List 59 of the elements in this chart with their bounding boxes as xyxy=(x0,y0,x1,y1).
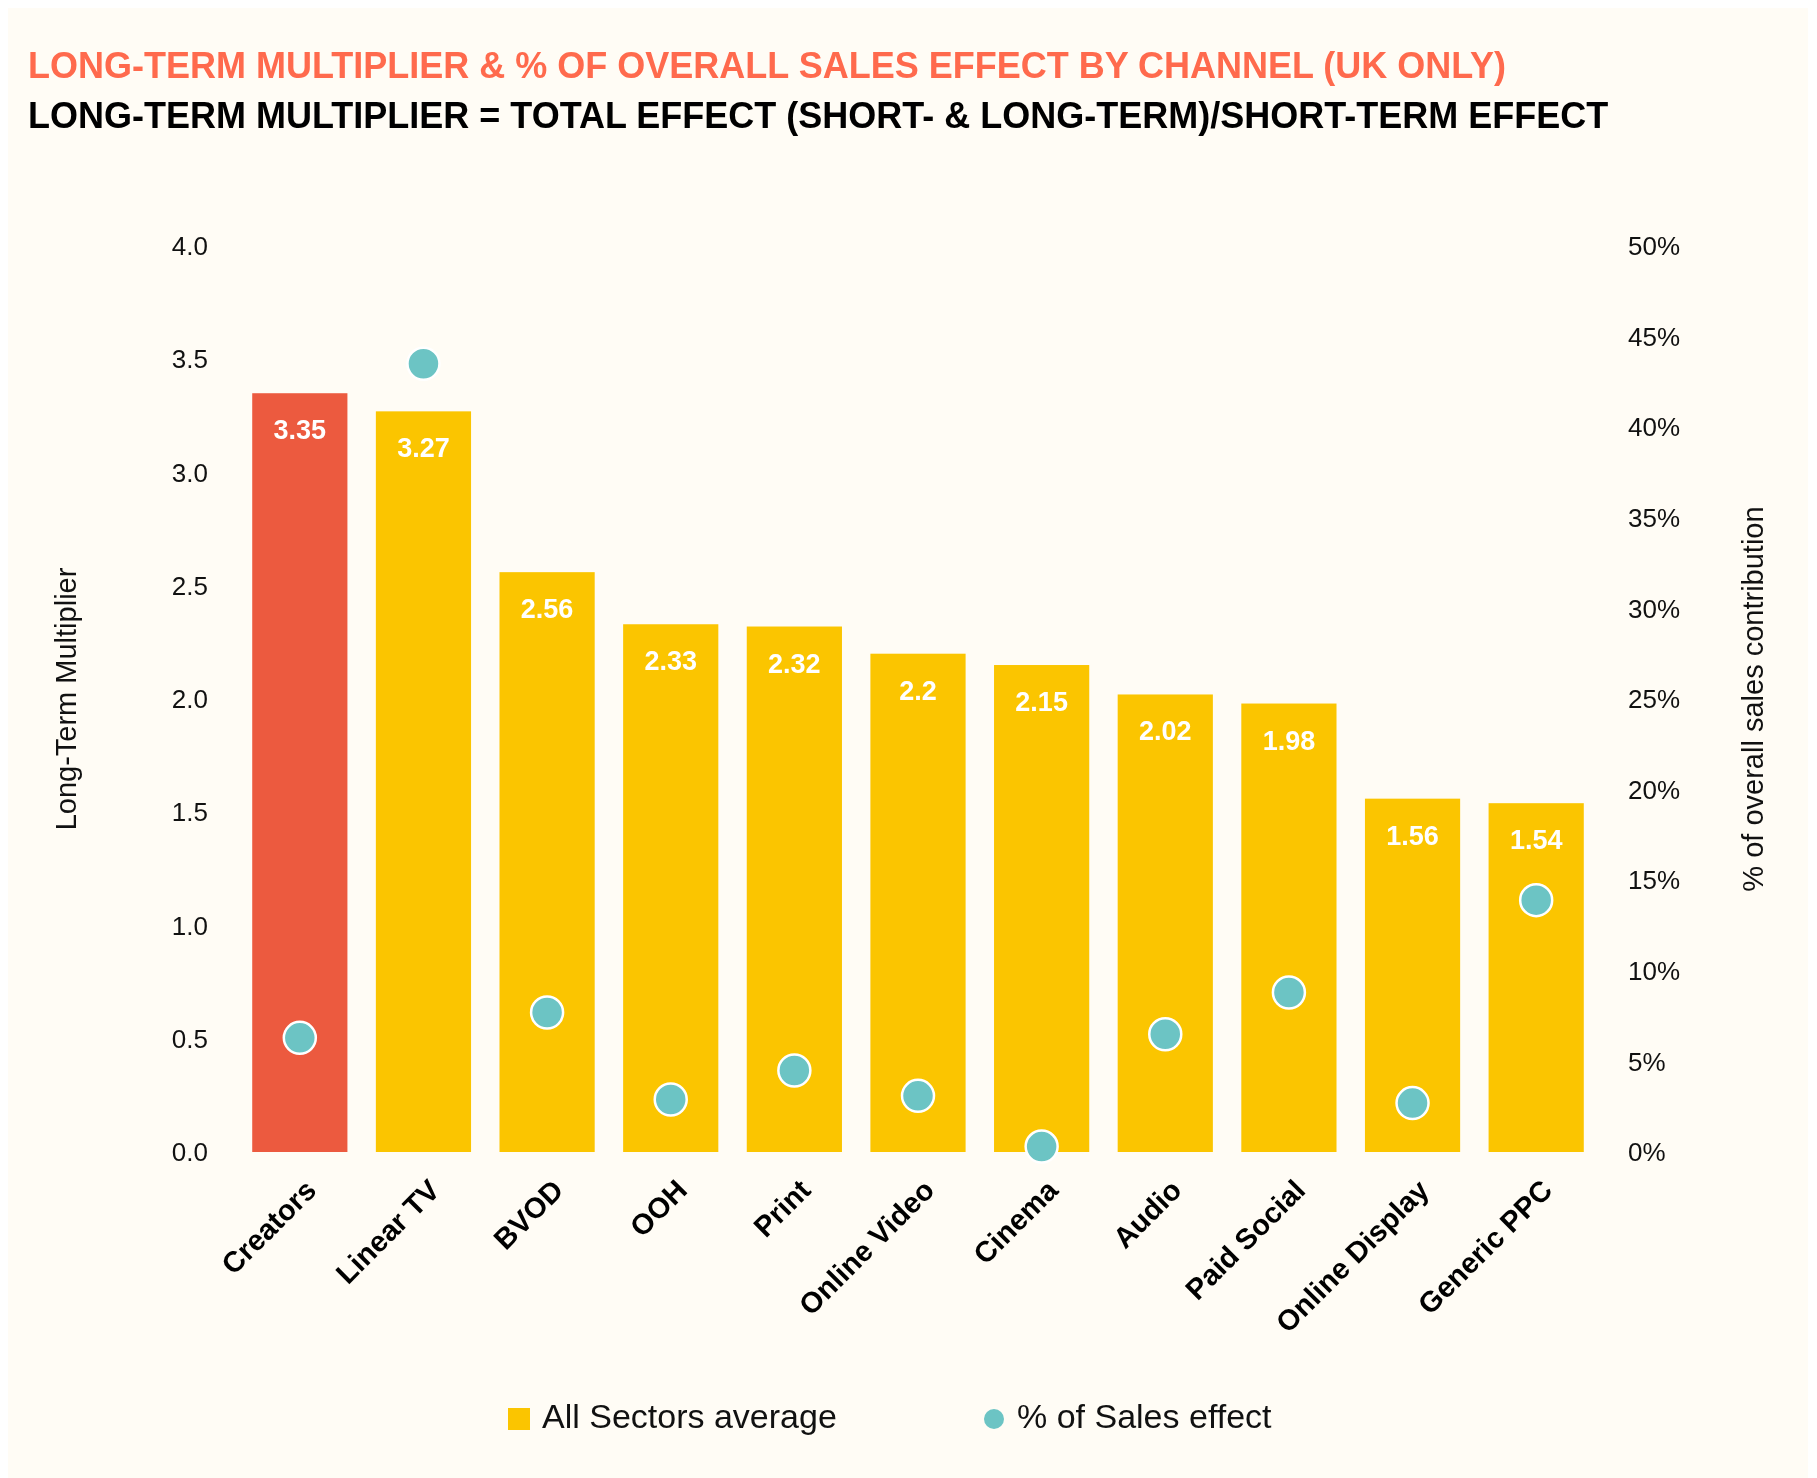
y-tick-label: 0.5 xyxy=(171,1023,208,1054)
point xyxy=(777,1053,812,1088)
bar xyxy=(746,626,842,1152)
y2-tick-label: 15% xyxy=(1628,865,1681,896)
y-tick-label: 4.0 xyxy=(171,231,208,262)
bar xyxy=(499,572,595,1152)
y2-tick-label: 50% xyxy=(1628,231,1681,262)
chart-title: LONG-TERM MULTIPLIER & % OF OVERALL SALES EFFECT BY CHANNEL (UK ONLY) xyxy=(28,45,1507,86)
data-label: 2.56 xyxy=(520,594,574,625)
point xyxy=(1395,1085,1430,1121)
bar xyxy=(1241,703,1337,1152)
bar xyxy=(1488,803,1584,1152)
data-label: 2.32 xyxy=(768,648,821,679)
data-label: 1.98 xyxy=(1262,725,1316,756)
data-label: 3.35 xyxy=(273,415,327,446)
point xyxy=(1148,1017,1183,1052)
point xyxy=(1024,1129,1059,1164)
y2-tick-label: 20% xyxy=(1628,774,1681,805)
point xyxy=(1518,882,1554,918)
data-label: 1.56 xyxy=(1386,820,1439,851)
y-tick-label: 3.5 xyxy=(171,344,208,375)
chart-subtitle: LONG-TERM MULTIPLIER = TOTAL EFFECT (SHORT- & LONG-TERM)/SHORT-TERM EFFECT xyxy=(28,95,1609,136)
point xyxy=(282,1020,318,1056)
y2-axis-title: % of overall sales contribution xyxy=(1737,506,1769,892)
y2-tick-label: 35% xyxy=(1628,502,1681,533)
y2-tick-label: 25% xyxy=(1628,684,1681,715)
y-axis-title: Long-Term Multiplier xyxy=(50,567,82,831)
y2-tick-label: 5% xyxy=(1628,1046,1666,1077)
data-label: 2.02 xyxy=(1138,716,1192,747)
point xyxy=(653,1082,688,1117)
y-tick-label: 1.0 xyxy=(171,910,208,941)
data-label: 2.15 xyxy=(1015,687,1068,718)
y-tick-label: 3.0 xyxy=(171,457,208,488)
point xyxy=(1271,975,1307,1010)
data-label: 3.27 xyxy=(397,433,450,464)
y-tick-label: 2.5 xyxy=(171,570,208,601)
bar xyxy=(623,624,719,1152)
data-label: 2.2 xyxy=(899,675,937,706)
point xyxy=(529,995,565,1030)
data-label: 1.54 xyxy=(1509,825,1563,856)
y-tick-label: 2.0 xyxy=(171,684,208,715)
y2-tick-label: 10% xyxy=(1628,955,1681,986)
legend-label: All Sectors average xyxy=(542,1397,837,1435)
y-tick-label: 0.0 xyxy=(171,1137,208,1168)
y2-tick-label: 40% xyxy=(1628,412,1681,443)
data-label: 2.33 xyxy=(644,646,698,677)
bar xyxy=(375,411,472,1152)
y-tick-label: 1.5 xyxy=(171,797,208,828)
y2-tick-label: 0% xyxy=(1628,1137,1666,1168)
legend-label: % of Sales effect xyxy=(1017,1397,1273,1435)
bar xyxy=(994,665,1090,1152)
bar xyxy=(1364,798,1461,1152)
bar xyxy=(870,653,966,1152)
point xyxy=(900,1078,936,1114)
bar xyxy=(1117,694,1213,1152)
y2-tick-label: 30% xyxy=(1628,593,1681,624)
point xyxy=(406,346,441,381)
y2-tick-label: 45% xyxy=(1628,321,1681,352)
bar xyxy=(252,393,348,1152)
